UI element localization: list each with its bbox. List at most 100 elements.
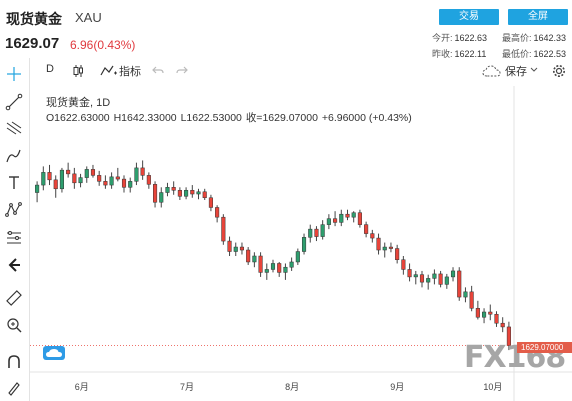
candle-body [134, 167, 139, 182]
zoom-icon[interactable] [4, 315, 24, 335]
magnet-icon[interactable] [4, 352, 24, 372]
lock-pencil-icon[interactable] [4, 378, 24, 398]
header: 现货黄金 XAU 1629.07 6.96(0.43%) 交易 全屏 今开: 16… [0, 0, 572, 60]
candle-body [270, 263, 276, 270]
candle-body [239, 246, 245, 251]
legend-open: O1622.63000 [46, 112, 110, 124]
candle-body [364, 224, 369, 234]
candle-body [41, 172, 46, 186]
candle-body [438, 273, 443, 285]
crosshair-icon[interactable] [4, 64, 24, 84]
candle-body [401, 259, 406, 270]
candle-body [376, 237, 381, 251]
chart-area[interactable]: 6月 7月 8月 9月 10月 [30, 86, 572, 401]
candle-body [47, 172, 52, 181]
ohlc-legend: O1622.63000 H1642.33000 L1622.53000 收=16… [46, 110, 413, 125]
price-change: 6.96(0.43%) [70, 38, 136, 52]
quote-open-value: 1622.63 [454, 33, 488, 43]
x-tick-label: 10月 [483, 382, 502, 392]
candle-body [388, 246, 393, 249]
candle-body [301, 237, 307, 252]
candle-body [264, 269, 269, 273]
trade-button[interactable]: 交易 [439, 9, 499, 25]
candle-body [66, 169, 71, 175]
legend-low: L1622.53000 [180, 112, 242, 124]
candle-body [500, 322, 505, 328]
candle-body [382, 246, 387, 251]
candle-body [246, 249, 251, 263]
candle-body [177, 190, 182, 197]
candle-body [308, 228, 313, 238]
series-title: 现货黄金, 1D [46, 97, 111, 109]
candle-body [289, 261, 294, 268]
candle-body [115, 176, 120, 180]
drawing-toolbar [0, 58, 30, 401]
chart-toolbar: D 指标 保存 [0, 58, 572, 86]
indicators-icon[interactable] [100, 64, 118, 78]
candle-body [153, 184, 158, 203]
undo-icon[interactable] [152, 65, 164, 75]
x-tick-label: 8月 [285, 382, 299, 392]
fib-icon[interactable] [4, 118, 24, 138]
candle-body [97, 175, 102, 182]
candle-body [221, 216, 226, 242]
legend-change: +6.96000 (+0.43%) [321, 112, 412, 124]
candle-body [196, 191, 201, 195]
candle-body [326, 218, 331, 225]
cloud-icon[interactable] [482, 65, 502, 77]
candle-body [488, 311, 493, 315]
current-price: 1629.07 [5, 35, 60, 52]
legend-close: 收=1629.07000 [245, 112, 318, 124]
x-tick-label: 7月 [180, 382, 194, 392]
candle-body [351, 212, 356, 218]
trend-line-icon[interactable] [4, 92, 24, 112]
candle-body [202, 191, 207, 199]
pattern-icon[interactable] [4, 200, 24, 220]
quote-prev-value: 1622.11 [454, 49, 487, 59]
candle-body [457, 270, 462, 298]
candle-style-icon[interactable] [72, 64, 84, 78]
brush-icon[interactable] [4, 146, 24, 166]
ruler-icon[interactable] [4, 288, 24, 308]
candle-body [407, 269, 412, 278]
quote-open: 今开: 1622.63 [432, 31, 487, 44]
candle-body [419, 274, 425, 283]
interval-selector[interactable]: D [46, 63, 54, 75]
instrument-symbol: XAU [75, 10, 102, 25]
candlestick-chart[interactable]: 6月 7月 8月 9月 10月 [30, 86, 572, 401]
candle-body [109, 176, 114, 186]
candle-body [35, 184, 40, 193]
candle-body [59, 169, 64, 190]
candle-body [72, 173, 77, 184]
gear-icon[interactable] [552, 64, 566, 78]
candle-body [103, 181, 108, 186]
quote-prev: 昨收: 1622.11 [432, 47, 486, 60]
prediction-icon[interactable] [4, 228, 24, 248]
candle-body [277, 263, 282, 273]
fullscreen-button[interactable]: 全屏 [508, 9, 568, 25]
candle-body [121, 178, 127, 188]
candle-body [165, 187, 170, 193]
quote-high-label: 最高价: [502, 33, 532, 43]
x-tick-label: 9月 [390, 382, 404, 392]
candle-body [159, 192, 164, 203]
chevron-down-icon[interactable] [530, 67, 538, 73]
candle-body [506, 326, 511, 346]
quote-low-label: 最低价: [502, 49, 532, 59]
x-tick-label: 6月 [75, 382, 89, 392]
quote-prev-label: 昨收: [432, 49, 453, 59]
candle-body [295, 251, 300, 263]
save-button[interactable]: 保存 [505, 66, 527, 78]
candle-body [339, 213, 344, 223]
redo-icon[interactable] [176, 65, 188, 75]
candle-body [90, 169, 96, 176]
text-icon[interactable] [4, 173, 24, 193]
candle-body [258, 255, 263, 273]
indicators-button[interactable]: 指标 [119, 66, 141, 78]
candle-body [482, 311, 487, 318]
candle-body [475, 308, 480, 318]
candle-body [171, 187, 176, 191]
candle-body [146, 175, 151, 185]
back-arrow-icon[interactable] [4, 255, 24, 275]
candle-body [314, 228, 319, 237]
